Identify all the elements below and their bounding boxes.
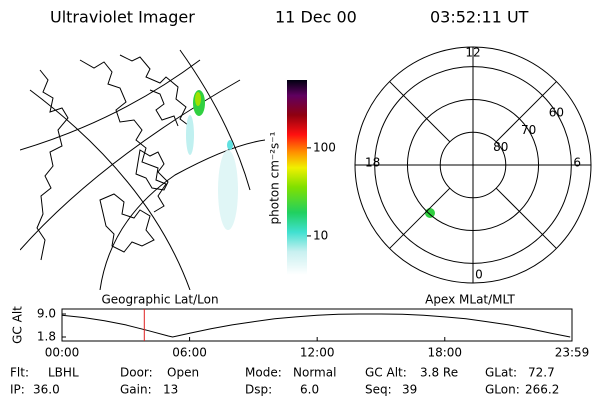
field-value: 3.8 Re [420, 366, 458, 380]
grid-line [99, 139, 265, 290]
polar-spoke [495, 187, 557, 249]
x-tick-label: 12:00 [300, 346, 335, 360]
lat-label: 80 [493, 140, 508, 154]
field-value: 13 [163, 383, 178, 397]
x-tick-label: 00:00 [45, 346, 80, 360]
timeline-frame [61, 308, 573, 342]
polar-spoke [389, 187, 451, 249]
timeline-right-label: Apex MLat/MLT [425, 293, 515, 307]
aurora [425, 208, 435, 218]
field-value: 36.0 [33, 383, 60, 397]
mlt-label: 6 [573, 156, 581, 170]
field-label: Door: [120, 366, 153, 380]
grid-line [29, 89, 191, 290]
title: Ultraviolet Imager [50, 8, 195, 27]
coastline [119, 54, 189, 126]
altitude-line [61, 313, 571, 338]
field-label: Flt: [10, 366, 29, 380]
x-tick-label: 18:00 [427, 346, 462, 360]
aurora [227, 140, 233, 150]
y-tick-label: 9.0 [37, 307, 56, 321]
coastline [135, 149, 169, 191]
field-label: GC Alt: [365, 366, 407, 380]
timeline-left-label: Geographic Lat/Lon [101, 293, 218, 307]
date: 11 Dec 00 [275, 8, 357, 27]
polar-spoke [495, 81, 557, 143]
aurora [186, 115, 194, 155]
field-label: IP: [10, 383, 25, 397]
lat-label: 60 [549, 105, 564, 119]
colorbar-tick-label: 10 [313, 228, 328, 242]
coastline [149, 89, 179, 127]
grid-line [20, 79, 241, 251]
field-value: 39 [402, 383, 417, 397]
y-tick-label: 1.8 [37, 330, 56, 344]
field-value: Open [167, 366, 199, 380]
mlt-label: 18 [365, 156, 380, 170]
field-value: 6.0 [300, 383, 319, 397]
aurora [218, 150, 238, 230]
field-label: Seq: [365, 383, 392, 397]
mlt-label: 12 [465, 46, 480, 60]
colorbar [287, 80, 307, 275]
field-value: 266.2 [525, 383, 559, 397]
x-tick-label: 23:59 [555, 346, 590, 360]
field-label: Mode: [245, 366, 282, 380]
grid-line [20, 59, 201, 151]
field-label: Dsp: [245, 383, 272, 397]
timeline-ylabel: GC Alt [11, 306, 25, 344]
coastline [36, 69, 69, 261]
mlt-label: 0 [475, 268, 483, 282]
coastline [99, 193, 155, 253]
field-label: Gain: [120, 383, 152, 397]
field-label: GLon: [485, 383, 520, 397]
lat-label: 70 [521, 123, 536, 137]
coastline [79, 59, 167, 213]
grid-line [179, 49, 251, 191]
colorbar-tick-label: 100 [313, 140, 336, 154]
field-value: Normal [293, 366, 336, 380]
field-value: LBHL [48, 366, 79, 380]
field-label: GLat: [485, 366, 517, 380]
colorbar-label: photon cm⁻²s⁻¹ [268, 131, 282, 224]
uv-image [20, 49, 265, 290]
time: 03:52:11 UT [430, 8, 529, 27]
polar-spoke [389, 81, 451, 143]
x-tick-label: 06:00 [172, 346, 207, 360]
aurora [195, 92, 201, 106]
field-value: 72.7 [528, 366, 555, 380]
